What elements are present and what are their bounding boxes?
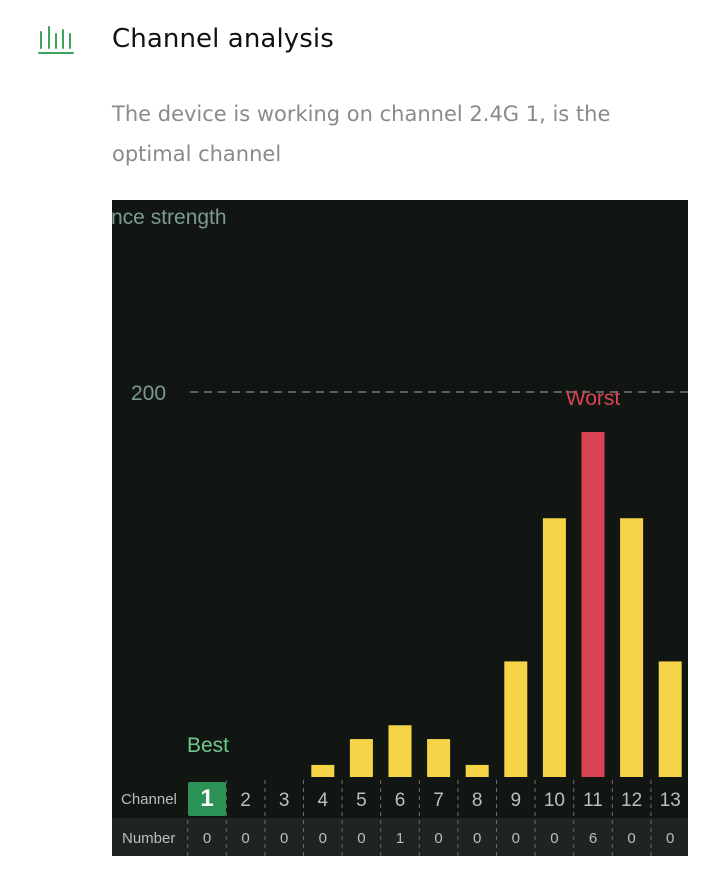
channel-number: 0 bbox=[434, 830, 442, 847]
bar-channel-8 bbox=[465, 764, 489, 777]
channel-number: 0 bbox=[203, 830, 211, 847]
channel-row-label: Channel bbox=[121, 791, 177, 808]
bar-channel-9 bbox=[504, 661, 528, 777]
bar-chart-icon bbox=[38, 26, 74, 54]
channel-number: 0 bbox=[473, 830, 481, 847]
channel-status-text: The device is working on channel 2.4G 1,… bbox=[112, 102, 611, 166]
channel-number: 0 bbox=[666, 830, 674, 847]
channel-number: 0 bbox=[357, 830, 365, 847]
chart-canvas: nce strength200ChannelNumber102030405061… bbox=[112, 206, 688, 856]
channel-number: 6 bbox=[589, 830, 597, 847]
channel-label: 5 bbox=[356, 790, 367, 811]
channel-label: 6 bbox=[395, 790, 406, 811]
bar-channel-12 bbox=[620, 518, 644, 777]
channel-number: 0 bbox=[241, 830, 249, 847]
best-channel-highlight bbox=[188, 782, 226, 816]
channel-label: 10 bbox=[544, 790, 565, 811]
channel-label: 11 bbox=[583, 790, 603, 811]
bar-channel-10 bbox=[542, 518, 566, 777]
best-label: Best bbox=[187, 734, 229, 757]
bar-channel-11 bbox=[581, 432, 605, 777]
bar-channel-13 bbox=[658, 661, 682, 777]
number-row-background bbox=[112, 818, 688, 856]
bar-channel-4 bbox=[311, 764, 335, 777]
channel-label: 13 bbox=[660, 790, 681, 811]
y-axis-label: nce strength bbox=[112, 206, 227, 229]
channel-label: 4 bbox=[318, 790, 329, 811]
channel-label: 12 bbox=[621, 790, 642, 811]
bar-channel-7 bbox=[427, 739, 451, 777]
channel-number: 0 bbox=[319, 830, 327, 847]
worst-label: Worst bbox=[566, 387, 621, 410]
channel-chart: nce strength 200 Channel Number 1 0 2 0 3 0 4 0 5 0 6 1… bbox=[112, 200, 688, 856]
number-row-label: Number bbox=[122, 830, 175, 847]
channel-number: 0 bbox=[512, 830, 520, 847]
bar-channel-6 bbox=[388, 725, 412, 777]
bar-channel-5 bbox=[349, 739, 373, 777]
channel-number: 0 bbox=[627, 830, 635, 847]
channel-number: 0 bbox=[280, 830, 288, 847]
reference-line-label: 200 bbox=[131, 382, 166, 405]
channel-label: 9 bbox=[511, 790, 522, 811]
channel-label: 1 bbox=[200, 785, 213, 812]
channel-number: 0 bbox=[550, 830, 558, 847]
channel-label: 7 bbox=[433, 790, 444, 811]
channel-label: 3 bbox=[279, 790, 290, 811]
channel-label: 8 bbox=[472, 790, 483, 811]
channel-label: 2 bbox=[240, 790, 251, 811]
channel-number: 1 bbox=[396, 830, 404, 847]
page-title: Channel analysis bbox=[112, 24, 334, 54]
